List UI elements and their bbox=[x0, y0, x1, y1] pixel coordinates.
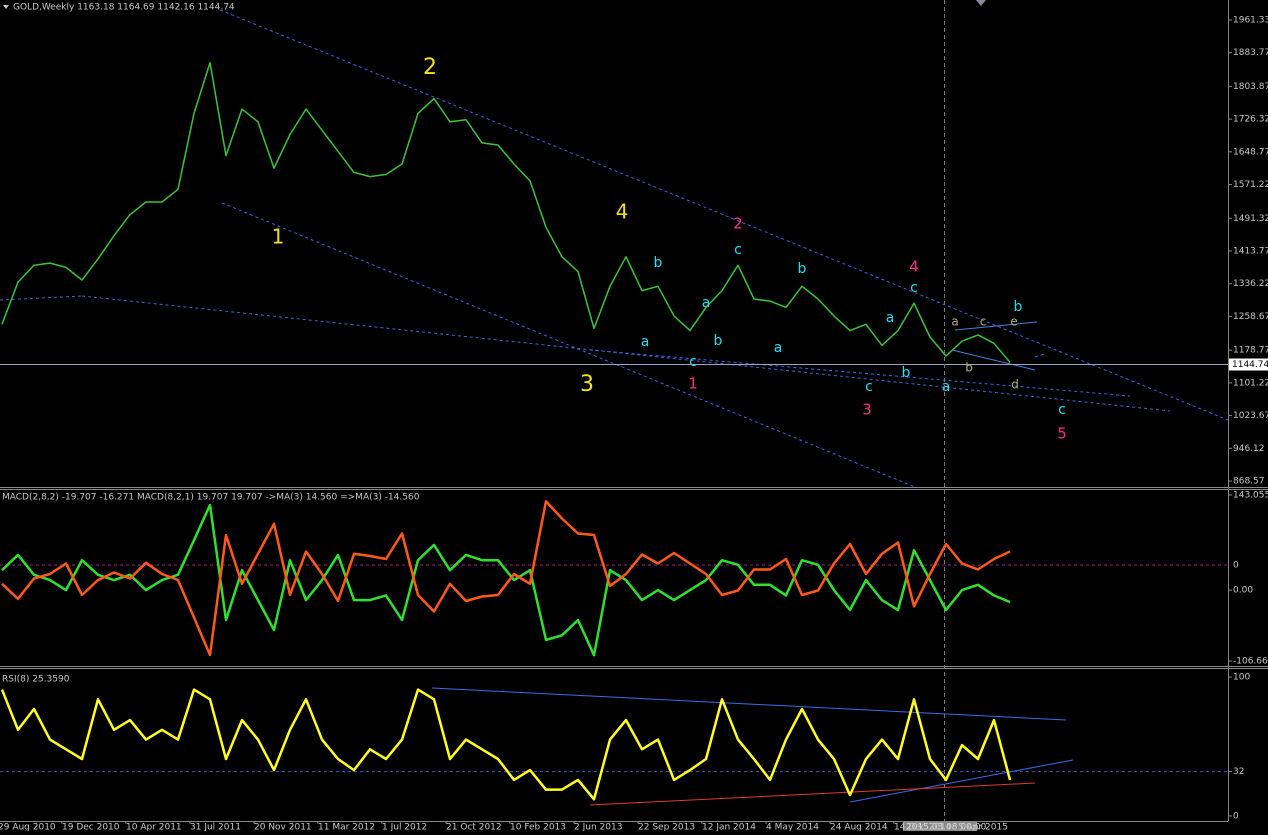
trend-lines bbox=[0, 9, 1229, 488]
symbol-header: GOLD,Weekly 1163.18 1164.69 1142.16 1144… bbox=[13, 3, 235, 13]
x-tick-label: 1 Jul 2012 bbox=[382, 823, 427, 832]
wave-label: c bbox=[865, 379, 873, 395]
x-tick-label: 4 May 2014 bbox=[766, 823, 819, 832]
y-tick-label: 1883.77 bbox=[1233, 48, 1268, 58]
rsi-header: RSI(8) 25.3590 bbox=[2, 675, 70, 685]
wave-label: 2 bbox=[733, 215, 743, 233]
wave-label: b bbox=[965, 361, 973, 375]
series-line bbox=[1, 500, 1011, 657]
y-tick-label: 868.57 bbox=[1233, 477, 1265, 487]
x-tick-label: 24 Aug 2014 bbox=[830, 823, 888, 832]
rsi-trend-line bbox=[589, 782, 1036, 806]
wave-label: c bbox=[734, 242, 742, 258]
wave-label: 2 bbox=[423, 55, 437, 80]
wave-label: c bbox=[910, 280, 918, 296]
wave-label: a bbox=[886, 310, 895, 326]
wave-label: a bbox=[702, 295, 711, 311]
wave-label: b bbox=[714, 333, 723, 349]
wave-label: b bbox=[902, 365, 911, 381]
wave-label: b bbox=[798, 261, 807, 277]
wave-label: c bbox=[1058, 402, 1066, 418]
wave-label: 1 bbox=[688, 375, 698, 393]
x-tick-label: 10 Apr 2011 bbox=[126, 823, 182, 832]
scroll-marker bbox=[976, 0, 986, 6]
last-price-label: 1144.74 bbox=[1232, 360, 1268, 370]
x-tick-label: 31 Jul 2011 bbox=[190, 823, 241, 832]
y-tick-label: 1413.77 bbox=[1233, 247, 1268, 257]
wave-label: c bbox=[980, 315, 987, 329]
y-tick-label: 1726.32 bbox=[1233, 115, 1268, 125]
trend-line bbox=[221, 202, 916, 488]
channel-line bbox=[951, 349, 1036, 371]
x-tick-label: 2 Jun 2013 bbox=[574, 823, 622, 832]
y-tick-label: 1491.32 bbox=[1233, 214, 1268, 224]
trend-line bbox=[1034, 353, 1046, 358]
y-tick-label: 1648.77 bbox=[1233, 147, 1268, 157]
x-tick-label: 5 Apr 2015 bbox=[958, 823, 1008, 832]
wave-label: e bbox=[1010, 315, 1017, 329]
y-tick-label: 1336.22 bbox=[1233, 279, 1268, 289]
x-tick-label: 12 Jan 2014 bbox=[702, 823, 756, 832]
wave-label: a bbox=[641, 334, 650, 350]
trend-line bbox=[589, 349, 1131, 397]
x-tick-label: 21 Oct 2012 bbox=[446, 823, 502, 832]
trend-line bbox=[0, 295, 83, 301]
wave-label: d bbox=[1011, 378, 1019, 392]
x-tick-label: 22 Sep 2013 bbox=[638, 823, 695, 832]
y-tick-label: 32 bbox=[1233, 767, 1244, 777]
rsi-trend-line bbox=[849, 759, 1074, 803]
y-tick-label: 1571.22 bbox=[1233, 180, 1268, 190]
wave-label: b bbox=[654, 255, 663, 271]
y-tick-label: 946.12 bbox=[1233, 444, 1265, 454]
y-tick-label: 1101.22 bbox=[1233, 378, 1268, 388]
trend-line bbox=[219, 9, 1229, 421]
channel-line bbox=[954, 321, 1038, 331]
wave-label: a bbox=[951, 315, 958, 329]
wave-label: 1 bbox=[272, 225, 285, 249]
y-tick-label: -106.663 bbox=[1233, 656, 1268, 666]
x-tick-label: 10 Feb 2013 bbox=[510, 823, 566, 832]
wave-label: 3 bbox=[862, 401, 872, 419]
y-tick-label: 1178.77 bbox=[1233, 346, 1268, 356]
x-tick-label: 29 Aug 2010 bbox=[0, 823, 56, 832]
wave-label: 4 bbox=[909, 258, 919, 276]
y-tick-label: 1803.87 bbox=[1233, 82, 1268, 92]
cursor-label-box bbox=[903, 822, 977, 831]
x-tick-label: 20 Nov 2011 bbox=[254, 823, 312, 832]
wave-label: 4 bbox=[616, 200, 629, 224]
last-price-box bbox=[1229, 358, 1268, 371]
y-tick-label: 0.00 bbox=[1233, 586, 1253, 596]
y-tick-label: 1258.67 bbox=[1233, 312, 1268, 322]
wave-label: a bbox=[942, 379, 951, 395]
y-tick-label: 143.055 bbox=[1233, 491, 1268, 501]
menu-arrow[interactable] bbox=[3, 5, 9, 9]
wave-label: a bbox=[774, 340, 783, 356]
y-tick-label: 0 bbox=[1233, 811, 1239, 821]
wave-label: c bbox=[689, 354, 697, 370]
wave-label: 3 bbox=[580, 372, 594, 397]
x-tick-label: 11 Mar 2012 bbox=[318, 823, 375, 832]
y-tick-label: 1961.33 bbox=[1233, 15, 1268, 25]
series-line bbox=[0, 688, 1012, 801]
y-tick-label: 100 bbox=[1233, 673, 1250, 683]
series-line bbox=[1, 61, 1011, 363]
y2-tick-label: 0 bbox=[1233, 561, 1239, 571]
macd-header: MACD(2,8,2) -19.707 -16.271 MACD(8,2,1) … bbox=[2, 493, 420, 503]
rsi-trend-line bbox=[431, 687, 1067, 721]
x-tick-label: 14 Dec 2014 bbox=[894, 823, 952, 832]
wave-label: 5 bbox=[1057, 425, 1067, 443]
y-tick-label: 1023.67 bbox=[1233, 411, 1268, 421]
wave-label: b bbox=[1014, 299, 1023, 315]
cursor-label: 2015.03.08 00:00 bbox=[906, 823, 987, 832]
x-tick-label: 19 Dec 2010 bbox=[62, 823, 120, 832]
